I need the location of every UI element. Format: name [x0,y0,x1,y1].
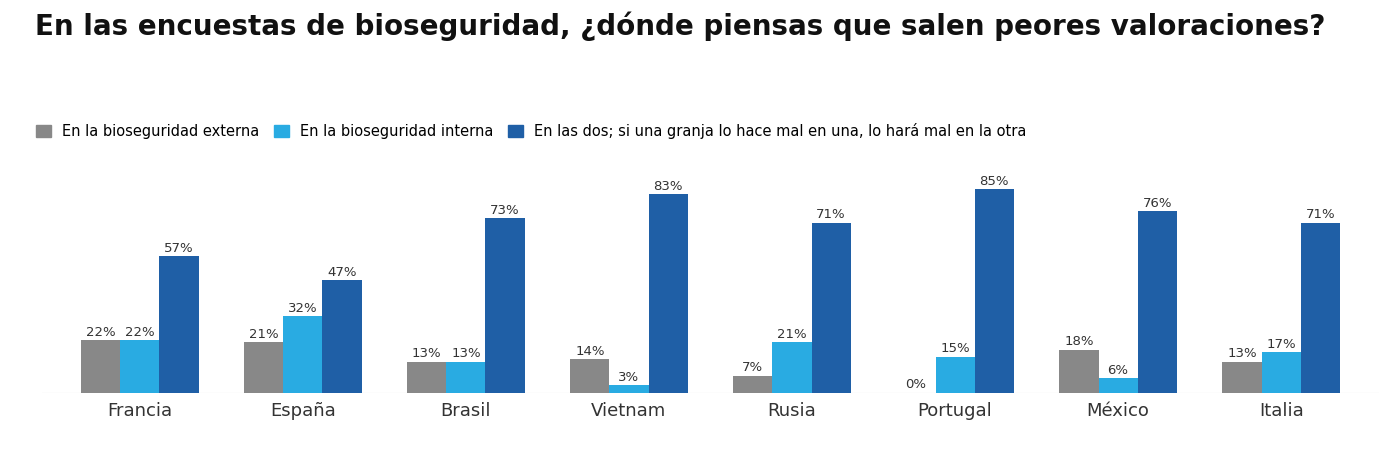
Text: 17%: 17% [1267,338,1296,350]
Text: 32%: 32% [288,302,318,315]
Legend: En la bioseguridad externa, En la bioseguridad interna, En las dos; si una granj: En la bioseguridad externa, En la bioseg… [36,123,1026,139]
Text: 14%: 14% [575,345,605,358]
Bar [1261,352,1301,393]
Text: 83%: 83% [654,180,683,193]
Bar [1060,350,1099,393]
Bar [1301,223,1340,393]
Bar [1138,211,1177,393]
Bar [447,361,486,393]
Text: 15%: 15% [941,342,970,355]
Bar [486,218,525,393]
Bar [812,223,851,393]
Text: 21%: 21% [777,328,806,341]
Text: 47%: 47% [328,266,357,279]
Bar [974,190,1014,393]
Bar [648,194,687,393]
Bar [570,359,609,393]
Bar [609,385,648,393]
Text: 73%: 73% [490,204,519,217]
Bar [1222,361,1261,393]
Text: 22%: 22% [85,325,116,339]
Text: 22%: 22% [125,325,154,339]
Bar [773,342,812,393]
Text: 71%: 71% [1305,209,1336,221]
Text: 3%: 3% [619,371,640,384]
Text: 57%: 57% [164,242,193,255]
Text: 13%: 13% [412,347,441,360]
Text: 13%: 13% [451,347,480,360]
Bar [283,316,322,393]
Text: 18%: 18% [1064,335,1093,348]
Bar [244,342,283,393]
Text: 21%: 21% [249,328,279,341]
Text: 76%: 76% [1142,196,1172,210]
Bar [120,340,160,393]
Text: 85%: 85% [980,175,1009,188]
Bar [322,280,361,393]
Text: 6%: 6% [1107,364,1128,377]
Bar [734,376,773,393]
Text: En las encuestas de bioseguridad, ¿dónde piensas que salen peores valoraciones?: En las encuestas de bioseguridad, ¿dónde… [35,12,1326,41]
Text: 71%: 71% [816,209,846,221]
Bar [407,361,447,393]
Bar [1099,378,1138,393]
Bar [81,340,120,393]
Bar [935,357,974,393]
Text: 7%: 7% [742,361,763,375]
Text: 0%: 0% [906,378,927,391]
Bar [160,256,199,393]
Text: 13%: 13% [1228,347,1257,360]
